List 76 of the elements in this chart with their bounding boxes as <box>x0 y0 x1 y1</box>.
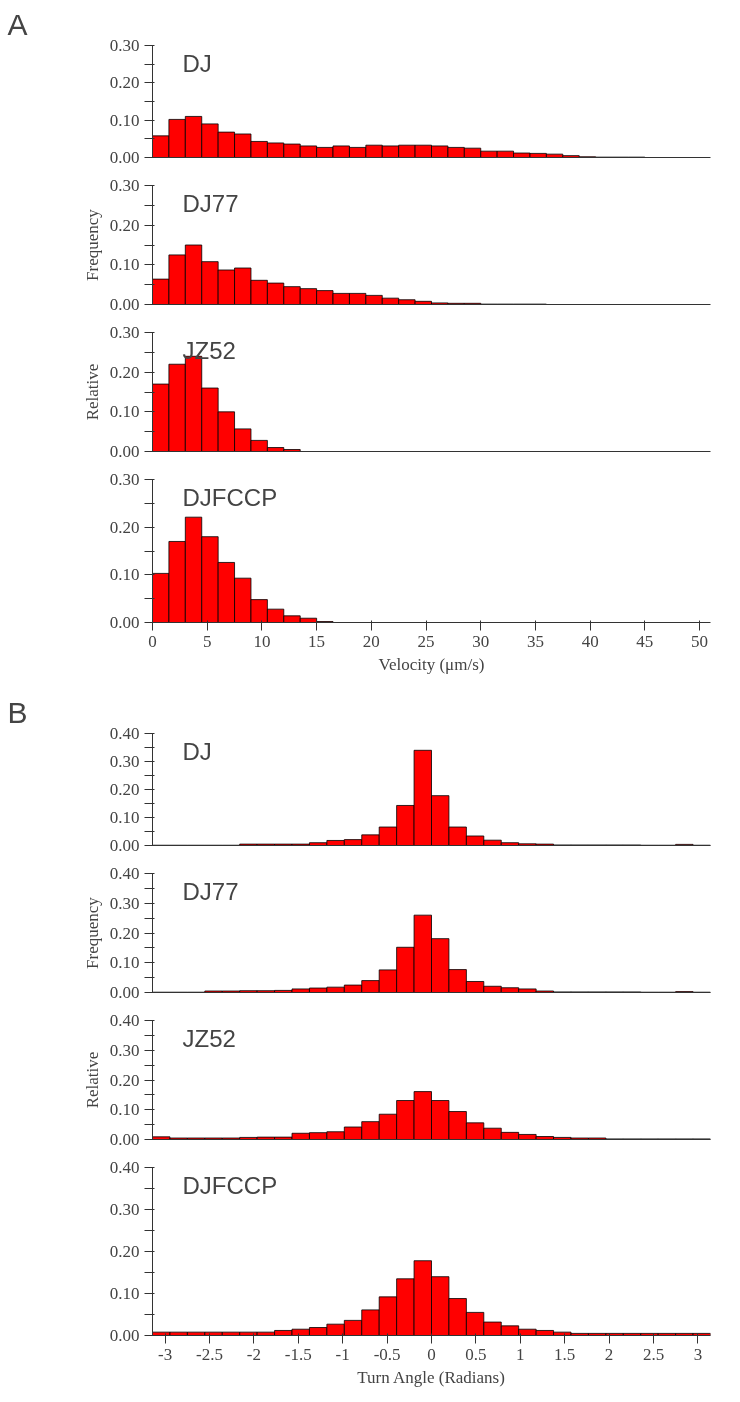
x-tick-label: 0.5 <box>465 1344 487 1364</box>
chart-title: DJ77 <box>182 877 239 905</box>
y-tick-label: 0.30 <box>109 323 140 342</box>
x-tick-label: 20 <box>362 631 380 651</box>
x-tick-label: 0 <box>427 1344 436 1364</box>
y-tick-label: 0.20 <box>109 780 140 799</box>
x-tick-label: 3 <box>693 1344 703 1364</box>
y-tick-label: 0.10 <box>109 255 140 275</box>
x-tick-label: -1.5 <box>284 1344 312 1364</box>
y-tick-label: 0.40 <box>109 1011 140 1030</box>
chart-title: DJFCCP <box>182 1171 278 1199</box>
y-tick-label: 0.00 <box>109 442 140 461</box>
y-tick-label: 0.40 <box>109 724 140 743</box>
text: A <box>7 7 28 41</box>
chart-title: JZ52 <box>182 1024 236 1052</box>
y-tick-label: 0.20 <box>109 1242 140 1261</box>
x-tick-label: 0 <box>148 631 157 651</box>
x-tick-label: 30 <box>472 631 490 651</box>
x-axis-title: Turn Angle (Radians) <box>357 1367 505 1387</box>
y-tick-label: 0.10 <box>109 808 140 827</box>
chart-title: DJFCCP <box>182 483 278 511</box>
chart-title: DJ <box>182 49 212 77</box>
y-tick-label: 0.10 <box>109 402 140 422</box>
y-tick-label: 0.30 <box>109 176 140 195</box>
x-tick-label: 2 <box>604 1344 614 1364</box>
y-axis-title: Relative <box>82 363 102 421</box>
x-tick-label: -2.5 <box>196 1344 223 1364</box>
y-tick-label: 0.00 <box>109 295 140 314</box>
y-tick-label: 0.00 <box>109 1326 140 1345</box>
y-axis-title: Frequency <box>82 208 102 281</box>
x-tick-label: 10 <box>253 631 271 651</box>
x-tick-label: 1 <box>516 1344 525 1364</box>
x-tick-label: -0.5 <box>373 1344 401 1364</box>
x-tick-label: 15 <box>308 631 326 651</box>
y-tick-label: 0.20 <box>109 362 140 382</box>
y-tick-label: 0.40 <box>109 864 140 883</box>
y-tick-label: 0.40 <box>109 1158 140 1177</box>
x-tick-label: 40 <box>581 631 599 651</box>
y-tick-label: 0.30 <box>109 752 140 771</box>
y-tick-label: 0.20 <box>109 1070 140 1090</box>
y-tick-label: 0.20 <box>109 215 140 235</box>
y-tick-label: 0.00 <box>109 148 140 167</box>
x-tick-label: 1.5 <box>554 1344 576 1364</box>
y-axis-title: Frequency <box>82 896 102 969</box>
y-tick-label: 0.20 <box>109 73 140 93</box>
y-tick-label: 0.10 <box>109 110 140 130</box>
x-axis-title: Velocity (μm/s) <box>378 654 485 674</box>
x-tick-label: -1 <box>335 1344 350 1364</box>
y-tick-label: 0.00 <box>109 1130 140 1149</box>
x-tick-label: 25 <box>417 631 435 651</box>
y-tick-label: 0.00 <box>109 983 140 1002</box>
x-tick-label: 45 <box>636 631 654 651</box>
y-tick-label: 0.30 <box>109 36 140 55</box>
y-tick-label: 0.20 <box>109 517 140 537</box>
x-tick-label: 2.5 <box>642 1344 665 1364</box>
y-axis-title: Relative <box>82 1051 102 1109</box>
text: B <box>7 695 28 729</box>
y-tick-label: 0.30 <box>109 470 140 489</box>
x-tick-label: -2 <box>246 1344 261 1364</box>
y-tick-label: 0.10 <box>109 1100 140 1120</box>
y-tick-label: 0.20 <box>109 923 140 943</box>
x-tick-label: 50 <box>691 631 709 651</box>
x-tick-label: 5 <box>202 631 212 651</box>
y-tick-label: 0.10 <box>109 953 140 973</box>
y-tick-label: 0.10 <box>109 565 140 585</box>
x-tick-label: 35 <box>526 631 544 651</box>
y-tick-label: 0.10 <box>109 1284 140 1303</box>
y-tick-label: 0.30 <box>109 893 140 913</box>
y-tick-label: 0.00 <box>109 836 140 855</box>
y-tick-label: 0.30 <box>109 1040 140 1060</box>
chart-title: DJ77 <box>182 189 239 217</box>
chart-title: DJ <box>182 737 212 765</box>
y-tick-label: 0.30 <box>109 1200 140 1219</box>
y-tick-label: 0.00 <box>109 613 140 632</box>
x-tick-label: -3 <box>157 1344 173 1364</box>
chart-title: JZ52 <box>182 336 236 364</box>
